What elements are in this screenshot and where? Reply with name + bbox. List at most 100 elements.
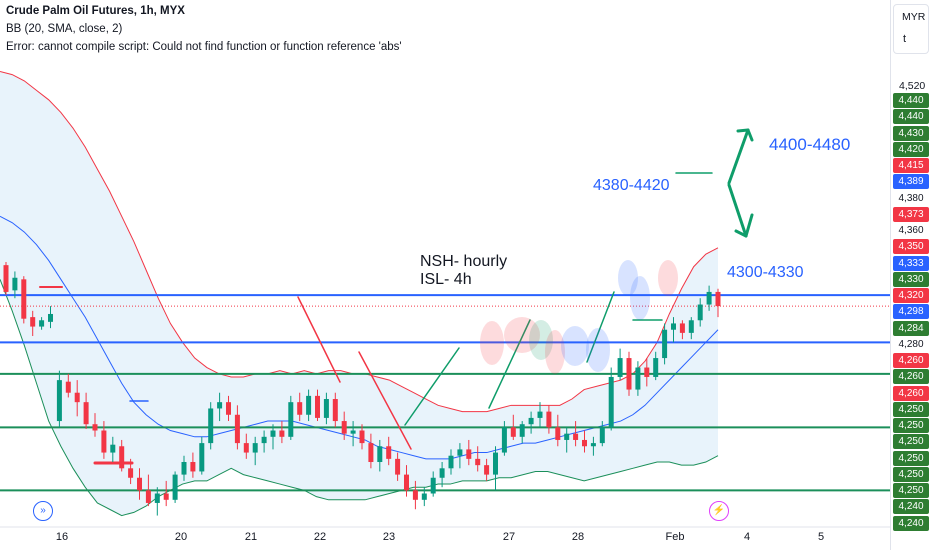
candle (323, 392, 329, 425)
highlight-blob (529, 320, 553, 360)
up-arrow-head[interactable] (736, 128, 750, 133)
candle (306, 389, 312, 422)
candle (635, 361, 641, 396)
down-arrow-line[interactable] (727, 183, 748, 238)
candle (475, 446, 481, 472)
candle (599, 421, 605, 447)
highlight-blob (545, 330, 565, 374)
band-fill (0, 71, 718, 516)
candle (697, 298, 703, 327)
candle (297, 392, 303, 422)
band-lower-line (0, 279, 719, 517)
trend-line-up[interactable] (488, 319, 531, 409)
price-tag: 4,250 (893, 418, 929, 433)
candle (546, 405, 552, 434)
candle (590, 436, 596, 456)
x-tick-label: 20 (175, 531, 187, 543)
candle (359, 424, 365, 450)
candle (715, 288, 721, 318)
annotations: 4400-4480 4380-4420 4300-4330 NSH- hourlyIS… (420, 135, 850, 288)
candle (199, 436, 205, 475)
candles (3, 262, 721, 516)
x-tick-label: 28 (572, 531, 584, 543)
price-tag: 4,415 (893, 158, 929, 173)
candle (644, 358, 650, 387)
annotation-label[interactable]: 4400-4480 (769, 135, 850, 154)
x-tick-label: Feb (666, 531, 685, 543)
candle (679, 320, 685, 340)
highlight-blob (480, 321, 504, 365)
price-tag: 4,250 (893, 434, 929, 450)
candle (501, 421, 507, 456)
candle (519, 421, 525, 444)
down-arrow-head[interactable] (734, 229, 748, 238)
candle (288, 395, 294, 440)
candle (484, 458, 490, 481)
candle (92, 413, 98, 437)
candle (626, 351, 632, 396)
price-tag: 4,260 (893, 369, 929, 385)
chart-title: Crude Palm Oil Futures, 1h, MYX (6, 5, 185, 17)
highlight-blob (630, 276, 650, 320)
price-tag: 4,373 (893, 206, 929, 222)
currency-box[interactable] (893, 4, 929, 54)
up-arrow-head[interactable] (746, 128, 754, 142)
candle (208, 402, 214, 450)
candle (234, 405, 240, 450)
candle (279, 421, 285, 444)
x-tick-label: 21 (245, 531, 257, 543)
candle (395, 452, 401, 481)
dividend-flash-icon[interactable]: ⚡ (709, 501, 729, 521)
go-to-realtime-icon[interactable]: » (33, 501, 53, 521)
candle (110, 436, 116, 463)
candle (350, 421, 356, 447)
price-tag: 4,284 (893, 320, 929, 336)
candle (608, 367, 614, 431)
trend-line-down[interactable] (297, 296, 341, 383)
candle (315, 389, 320, 422)
highlight-blob (658, 260, 678, 296)
candle (386, 436, 392, 466)
candle (341, 411, 347, 440)
down-arrow-head[interactable] (744, 213, 754, 238)
x-tick-label: 23 (383, 531, 395, 543)
price-tag: 4,250 (893, 450, 929, 466)
annotation-label[interactable]: 4300-4330 (727, 264, 804, 281)
error-message: Error: cannot compile script: Could not … (6, 41, 402, 53)
price-tag: 4,333 (893, 255, 929, 271)
annotation-label[interactable]: NSH- hourly (420, 253, 507, 270)
drawing-marks (39, 128, 754, 465)
annotation-label[interactable]: 4380-4420 (593, 177, 670, 194)
trend-line-down[interactable] (358, 351, 412, 450)
candle (217, 392, 223, 422)
candle (226, 395, 231, 422)
price-tag: 4,250 (893, 466, 929, 482)
candle (421, 487, 427, 507)
candle (510, 414, 516, 440)
annotation-label[interactable]: ISL- 4h (420, 271, 472, 288)
candle (12, 271, 18, 299)
candle (101, 421, 107, 459)
candle (332, 392, 338, 428)
trend-line-up[interactable] (404, 347, 460, 426)
trend-line-up[interactable] (586, 291, 615, 363)
price-tag: 4,330 (893, 271, 929, 287)
highlight-blob (561, 326, 589, 366)
price-tag: 4,260 (893, 353, 929, 368)
candle (48, 306, 53, 329)
candle (172, 471, 178, 503)
up-arrow-line[interactable] (727, 128, 750, 185)
candle (163, 480, 169, 507)
candle (137, 468, 142, 500)
candle (493, 446, 498, 491)
price-tag: 4,250 (893, 483, 929, 498)
x-axis: 16 20 21 22 23 27 28 Feb 4 5 (0, 526, 890, 543)
candle (662, 323, 668, 365)
currency-label: MYR (902, 11, 926, 23)
candle (30, 310, 36, 337)
x-tick-label: 27 (503, 531, 515, 543)
candle (154, 487, 160, 516)
candle (261, 430, 267, 453)
candle (706, 285, 712, 311)
